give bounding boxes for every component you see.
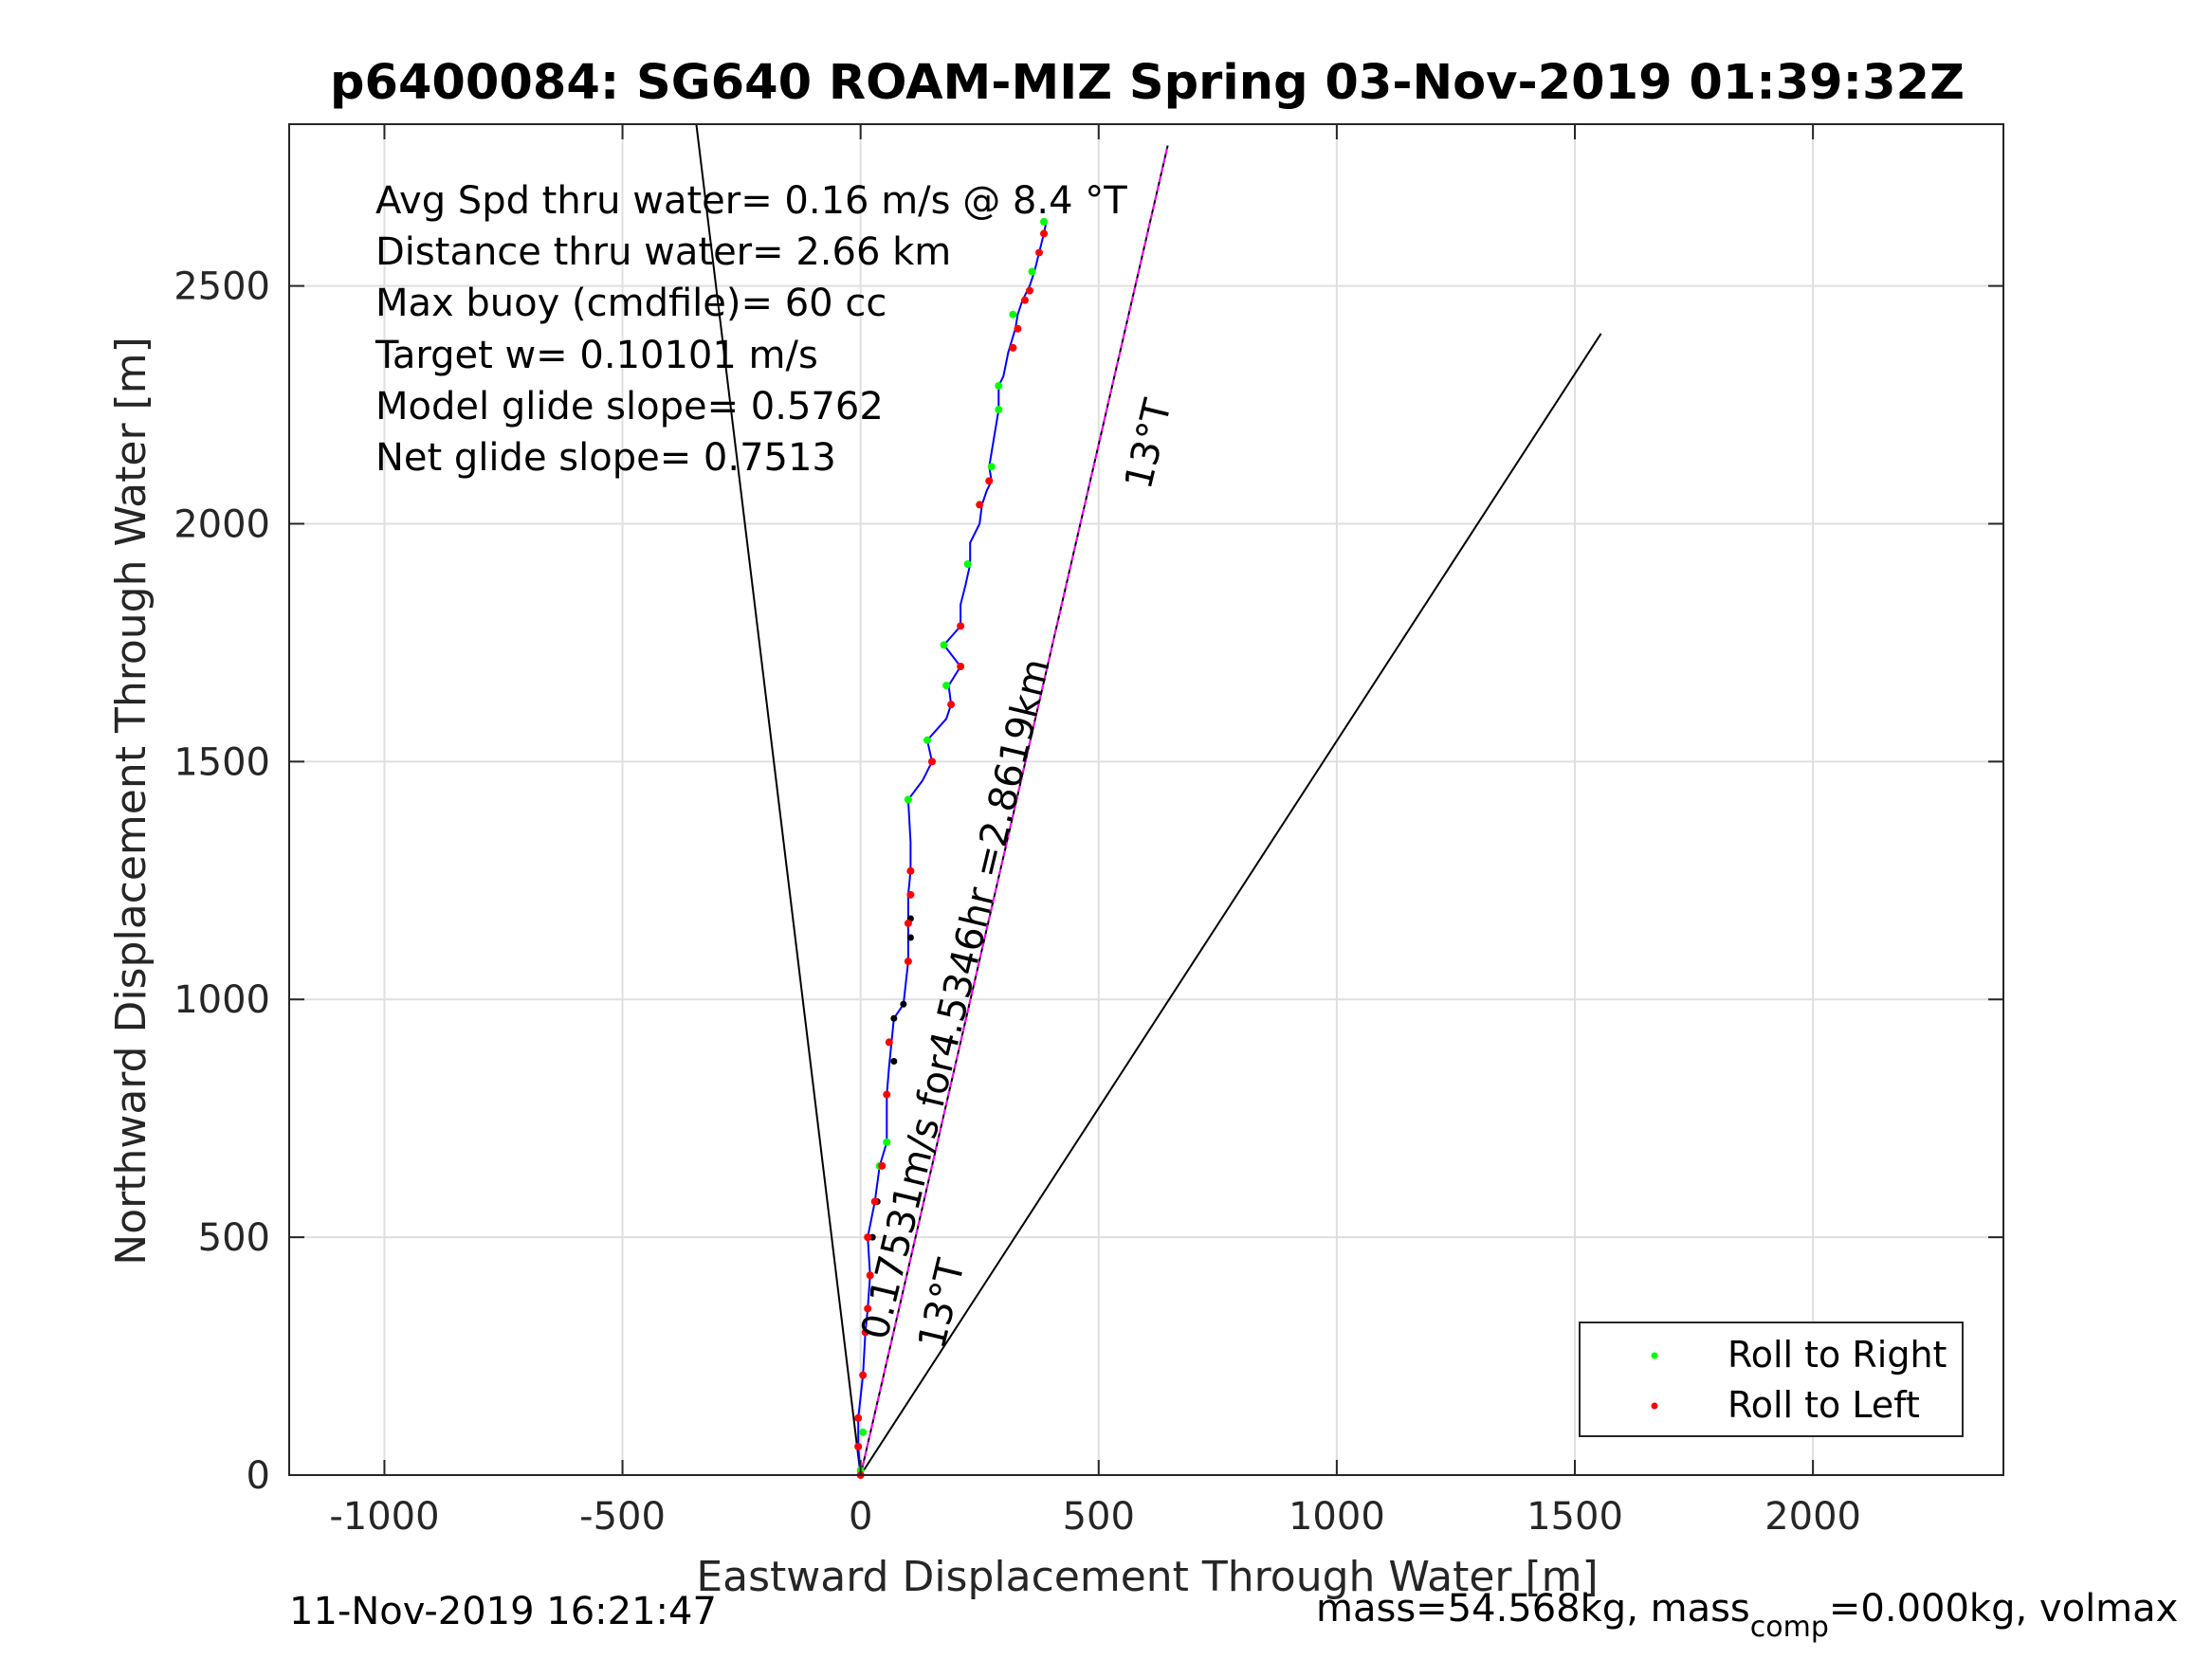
x-tick-label: 0 <box>849 1495 872 1539</box>
roll-left-point <box>1020 296 1029 304</box>
roll-right-point <box>1009 310 1017 319</box>
roll-left-point <box>1009 343 1017 352</box>
footer-timestamp: 11-Nov-2019 16:21:47 <box>289 1590 717 1633</box>
roll-right-point <box>859 1428 868 1436</box>
stats-block: Avg Spd thru water= 0.16 m/s @ 8.4 °T Di… <box>375 179 1127 480</box>
roll-right-point <box>987 463 996 471</box>
roll-left-point <box>885 1038 893 1047</box>
roll-right-point <box>923 736 931 744</box>
track-point <box>906 934 914 941</box>
roll-left-point <box>904 957 912 966</box>
y-tick-label: 0 <box>247 1454 270 1498</box>
y-axis-label: Northward Displacement Through Water [m] <box>107 337 155 1265</box>
roll-left-point <box>957 663 965 671</box>
roll-right-point <box>942 682 951 690</box>
roll-left-point <box>870 1197 879 1206</box>
glider-track <box>857 221 1048 1476</box>
roll-left-point <box>985 477 994 485</box>
x-tick-label: 2000 <box>1764 1495 1861 1539</box>
stat-distance: Distance thru water= 2.66 km <box>375 230 951 274</box>
legend-marker-right <box>1651 1352 1658 1359</box>
heading-line <box>695 123 862 1476</box>
stat-model-glide: Model glide slope= 0.5762 <box>375 385 884 428</box>
track-point <box>890 1014 898 1022</box>
y-tick-label: 500 <box>198 1216 270 1260</box>
roll-left-point <box>1035 248 1043 257</box>
roll-left-point <box>1025 286 1033 295</box>
roll-points <box>854 217 1049 1479</box>
heading-lines <box>695 123 1602 1476</box>
roll-right-point <box>883 1138 891 1146</box>
stat-max-buoy: Max buoy (cmdfile)= 60 cc <box>375 282 887 325</box>
stat-net-glide: Net glide slope= 0.7513 <box>375 436 836 480</box>
y-tick-label: 2000 <box>174 502 270 546</box>
heading-line <box>859 333 1602 1476</box>
track-point <box>900 1000 907 1008</box>
roll-left-point <box>928 757 936 766</box>
x-tick-label: -500 <box>579 1495 666 1539</box>
y-tick-label: 1000 <box>174 978 270 1022</box>
x-axis-label: Eastward Displacement Through Water [m] <box>696 1553 1598 1601</box>
roll-left-point <box>976 501 984 509</box>
footer-mass-suffix: =0.000kg, volmax <box>1829 1587 2178 1631</box>
roll-left-point <box>947 701 956 709</box>
roll-left-point <box>957 622 965 630</box>
roll-left-point <box>864 1304 872 1313</box>
x-tick-label: -1000 <box>329 1495 439 1539</box>
roll-right-point <box>963 560 972 569</box>
y-tick-label: 2500 <box>174 265 270 309</box>
y-tick-label: 1500 <box>174 740 270 784</box>
roll-left-point <box>906 890 915 899</box>
chart-title: p6400084: SG640 ROAM-MIZ Spring 03-Nov-2… <box>330 55 1965 111</box>
grid-lines <box>289 124 2003 1476</box>
roll-left-point <box>854 1442 863 1450</box>
track-line <box>857 221 1048 1476</box>
roll-left-point <box>883 1090 891 1099</box>
stat-target-w: Target w= 0.10101 m/s <box>375 334 818 377</box>
footer-mass-prefix: mass=54.568kg, mass <box>1316 1587 1750 1631</box>
x-tick-label: 1000 <box>1289 1495 1385 1539</box>
roll-left-point <box>866 1271 874 1280</box>
axis-ticks: -1000 -500 0 500 1000 1500 2000 0 500 1000 1500 200… <box>174 124 2003 1539</box>
roll-left-point <box>904 919 912 927</box>
stat-avg-speed: Avg Spd thru water= 0.16 m/s @ 8.4 °T <box>375 179 1127 223</box>
roll-left-point <box>859 1371 868 1379</box>
roll-left-point <box>864 1233 872 1242</box>
roll-left-point <box>1040 229 1049 238</box>
footer-mass: mass=54.568kg, masscomp=0.000kg, volmax <box>1316 1587 2178 1644</box>
footer-mass-sub: comp <box>1750 1611 1829 1644</box>
x-tick-label: 500 <box>1063 1495 1135 1539</box>
legend-box <box>1579 1322 1964 1437</box>
x-tick-label: 1500 <box>1526 1495 1623 1539</box>
roll-right-point <box>1028 267 1036 276</box>
legend: Roll to Right Roll to Left <box>1579 1322 1964 1437</box>
legend-marker-left <box>1651 1402 1658 1410</box>
roll-left-point <box>1014 324 1022 333</box>
roll-right-point <box>995 381 1003 390</box>
roll-right-point <box>940 641 948 649</box>
roll-right-point <box>995 406 1003 414</box>
heading-line <box>859 145 1169 1476</box>
roll-left-point <box>854 1413 863 1422</box>
roll-left-point <box>878 1161 887 1170</box>
legend-label-right: Roll to Right <box>1728 1334 1947 1376</box>
plot-area <box>289 124 2003 1475</box>
roll-right-point <box>1040 217 1049 226</box>
plot-frame <box>288 123 2004 1476</box>
roll-left-point <box>906 866 915 875</box>
roll-left-point <box>861 1328 869 1337</box>
roll-right-point <box>904 795 912 804</box>
track-point <box>890 1057 898 1065</box>
legend-label-left: Roll to Left <box>1728 1384 1920 1426</box>
